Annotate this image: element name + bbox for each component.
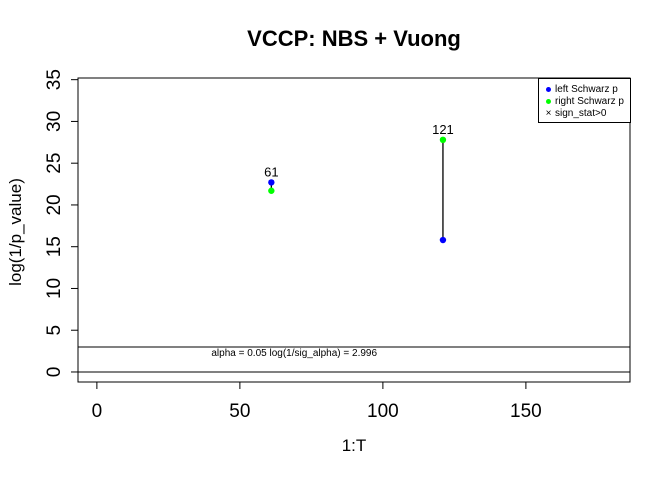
x-tick-label: 50 <box>229 401 250 422</box>
alpha-annotation: alpha = 0.05 log(1/sig_alpha) = 2.996 <box>211 348 377 359</box>
y-tick-label: 35 <box>44 69 65 90</box>
x-tick-label: 100 <box>367 401 399 422</box>
plot-box <box>77 77 631 383</box>
y-tick-label: 10 <box>44 278 65 299</box>
x-mark-icon: × <box>545 107 552 119</box>
data-point <box>268 179 275 186</box>
legend-box: left Schwarz p right Schwarz p × sign_st… <box>538 78 631 123</box>
chart-title: VCCP: NBS + Vuong <box>247 26 461 51</box>
data-point <box>439 236 447 244</box>
x-tick-label: 0 <box>92 401 103 422</box>
y-tick-label: 30 <box>44 111 65 132</box>
data-point <box>268 187 275 194</box>
point-label: 121 <box>432 122 454 137</box>
legend-item-left-schwarz: left Schwarz p <box>542 83 630 95</box>
y-tick-label: 15 <box>44 236 65 257</box>
x-tick-label: 150 <box>510 401 542 422</box>
x-axis-label: 1:T <box>341 436 367 455</box>
legend-item-right-schwarz: right Schwarz p <box>542 95 630 107</box>
legend-label: right Schwarz p <box>555 95 624 107</box>
y-tick-label: 5 <box>44 325 65 336</box>
legend-label: sign_stat>0 <box>555 107 607 119</box>
y-tick-label: 20 <box>44 194 65 215</box>
blue-dot-icon <box>542 86 555 92</box>
data-point <box>439 136 447 144</box>
legend-item-sign-stat: × sign_stat>0 <box>542 107 630 119</box>
point-label: 61 <box>264 164 278 179</box>
y-tick-label: 0 <box>44 367 65 378</box>
y-tick-label: 25 <box>44 153 65 174</box>
green-dot-icon <box>542 98 555 104</box>
legend-label: left Schwarz p <box>555 83 618 95</box>
